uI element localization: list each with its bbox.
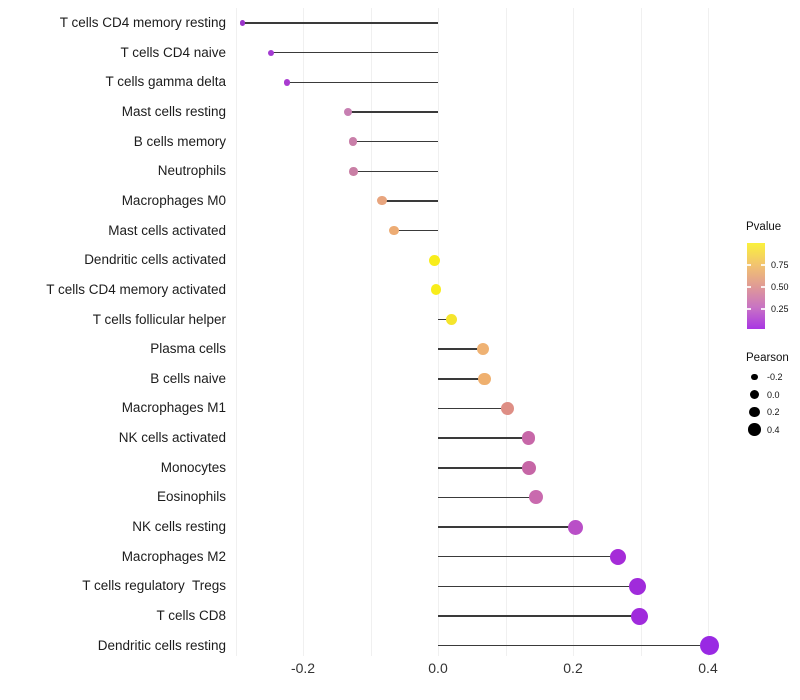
category-label: Mast cells resting	[121, 103, 226, 119]
lollipop-stem	[286, 81, 438, 83]
lollipop-dot	[501, 401, 515, 415]
pvalue-tick-label: 0.25	[771, 304, 789, 314]
category-label: T cells CD8	[156, 608, 226, 623]
lollipop-dot	[348, 137, 358, 146]
lollipop-dot	[344, 107, 353, 117]
category-label: T cells gamma delta	[105, 74, 226, 90]
lollipop-dot	[567, 519, 583, 535]
category-label: T cells CD4 memory resting	[59, 15, 226, 30]
category-label: T cells regulatory Tregs	[82, 578, 226, 594]
plot-panel	[233, 0, 739, 656]
pearson-size-dot	[751, 373, 758, 381]
pearson-size-label: 0.0	[767, 389, 780, 400]
lollipop-stem	[438, 555, 619, 558]
colorbar-tick-mark	[761, 308, 765, 310]
lollipop-dot	[429, 254, 441, 266]
category-label: Macrophages M0	[121, 192, 226, 208]
category-label: B cells memory	[133, 133, 226, 149]
pvalue-legend-title: Pvalue	[746, 221, 782, 233]
category-label: Dendritic cells resting	[97, 637, 226, 653]
category-label: T cells CD4 naive	[120, 44, 226, 60]
lollipop-dot	[430, 284, 442, 296]
pearson-size-label: 0.4	[767, 424, 780, 435]
lollipop-dot	[283, 79, 290, 86]
lollipop-dot	[377, 196, 387, 206]
lollipop-dot	[477, 343, 490, 356]
gridline	[505, 8, 507, 656]
gridline	[370, 8, 372, 656]
pearson-size-dot	[748, 423, 761, 436]
lollipop-stem	[438, 348, 484, 350]
x-axis-tick-label: 0.0	[428, 660, 448, 676]
pvalue-tick-label: 0.50	[771, 282, 789, 292]
lollipop-stem	[394, 229, 438, 232]
pearson-size-dot	[750, 390, 759, 399]
category-label: Macrophages M2	[121, 548, 226, 564]
category-label: Neutrophils	[157, 163, 226, 179]
x-axis-tick-label: 0.2	[563, 660, 583, 676]
pearson-size-label: 0.2	[767, 407, 780, 417]
pvalue-colorbar	[747, 243, 765, 329]
lollipop-stem	[242, 22, 439, 24]
lollipop-dot	[349, 167, 358, 176]
lollipop-stem	[353, 170, 438, 172]
lollipop-dot	[629, 577, 647, 595]
category-label: NK cells activated	[118, 430, 226, 446]
colorbar-tick-mark	[747, 286, 751, 288]
category-label: NK cells resting	[132, 519, 226, 534]
x-axis-tick-label: -0.2	[290, 660, 316, 676]
lollipop-dot	[239, 20, 245, 26]
gridline	[235, 8, 237, 656]
lollipop-stem	[382, 200, 439, 202]
lollipop-dot	[631, 607, 649, 625]
lollipop-stem	[348, 111, 438, 113]
lollipop-stem	[438, 526, 576, 528]
colorbar-tick-mark	[747, 308, 751, 310]
lollipop-stem	[438, 318, 452, 321]
gridline	[303, 8, 304, 656]
lollipop-dot	[528, 490, 543, 505]
gridline	[640, 8, 642, 656]
pearson-size-dot	[749, 406, 760, 418]
category-label: T cells follicular helper	[92, 311, 226, 327]
category-label: Macrophages M1	[121, 400, 226, 416]
lollipop-dot	[522, 460, 536, 475]
lollipop-stem	[438, 496, 536, 499]
lollipop-dot	[521, 431, 536, 445]
colorbar-tick-mark	[761, 286, 765, 288]
lollipop-stem	[438, 644, 710, 647]
lollipop-dot	[445, 313, 458, 326]
gridline	[708, 8, 709, 656]
gridline	[573, 8, 574, 656]
colorbar-tick-mark	[761, 264, 765, 266]
lollipop-stem	[353, 140, 439, 143]
pvalue-tick-label: 0.75	[771, 260, 789, 270]
lollipop-dot	[267, 49, 274, 56]
lollipop-stem	[438, 615, 640, 617]
lollipop-stem	[438, 407, 508, 410]
colorbar-tick-mark	[747, 264, 751, 266]
lollipop-dot	[478, 372, 491, 385]
lollipop-stem	[270, 51, 438, 54]
lollipop-dot	[389, 225, 399, 236]
pearson-legend-title: Pearson	[746, 352, 789, 364]
lollipop-dot	[610, 548, 627, 565]
x-axis-tick-label: 0.4	[698, 660, 718, 676]
lollipop-dot	[699, 636, 719, 656]
lollipop-stem	[438, 467, 530, 469]
category-label: Plasma cells	[150, 341, 226, 357]
lollipop-stem	[438, 378, 485, 380]
gridline	[438, 8, 439, 656]
category-label: B cells naive	[150, 370, 226, 386]
lollipop-stem	[438, 437, 529, 439]
pearson-size-label: -0.2	[767, 372, 783, 382]
category-label: T cells CD4 memory activated	[46, 281, 226, 297]
category-label: Mast cells activated	[108, 222, 226, 238]
category-label: Monocytes	[160, 459, 226, 475]
lollipop-stem	[438, 585, 638, 588]
category-label: Dendritic cells activated	[84, 252, 226, 268]
category-label: Eosinophils	[156, 489, 226, 505]
